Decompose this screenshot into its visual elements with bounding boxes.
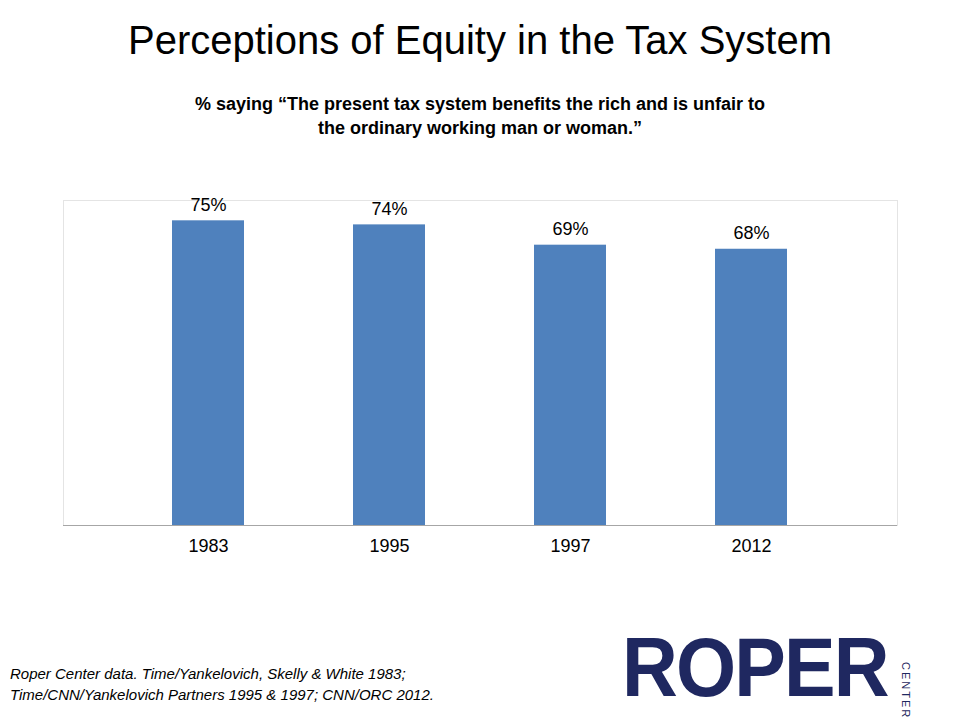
svg-text:75%: 75% (190, 195, 226, 215)
html-text:% saying “The present tax syst: % saying “The present tax system benefit… (194, 94, 766, 138)
svg-text:69%: 69% (552, 219, 588, 239)
html-text:CENTER: CENTER (900, 662, 912, 720)
svg-text:68%: 68% (733, 223, 769, 243)
html-text:ROPER: ROPER (622, 620, 888, 714)
svg-text:1983: 1983 (188, 536, 228, 556)
html-text:Roper Center data. Time/Yankel: Roper Center data. Time/Yankelovich, Ske… (10, 665, 406, 682)
svg-text:1997: 1997 (550, 536, 590, 556)
html-text:Perceptions of Equity in the T: Perceptions of Equity in the Tax System (128, 18, 832, 62)
svg-text:1995: 1995 (369, 536, 409, 556)
svg-text:74%: 74% (371, 199, 407, 219)
svg-text:2012: 2012 (731, 536, 771, 556)
html-text:Time/CNN/Yankelovich Partners: Time/CNN/Yankelovich Partners 1995 & 199… (10, 686, 434, 703)
